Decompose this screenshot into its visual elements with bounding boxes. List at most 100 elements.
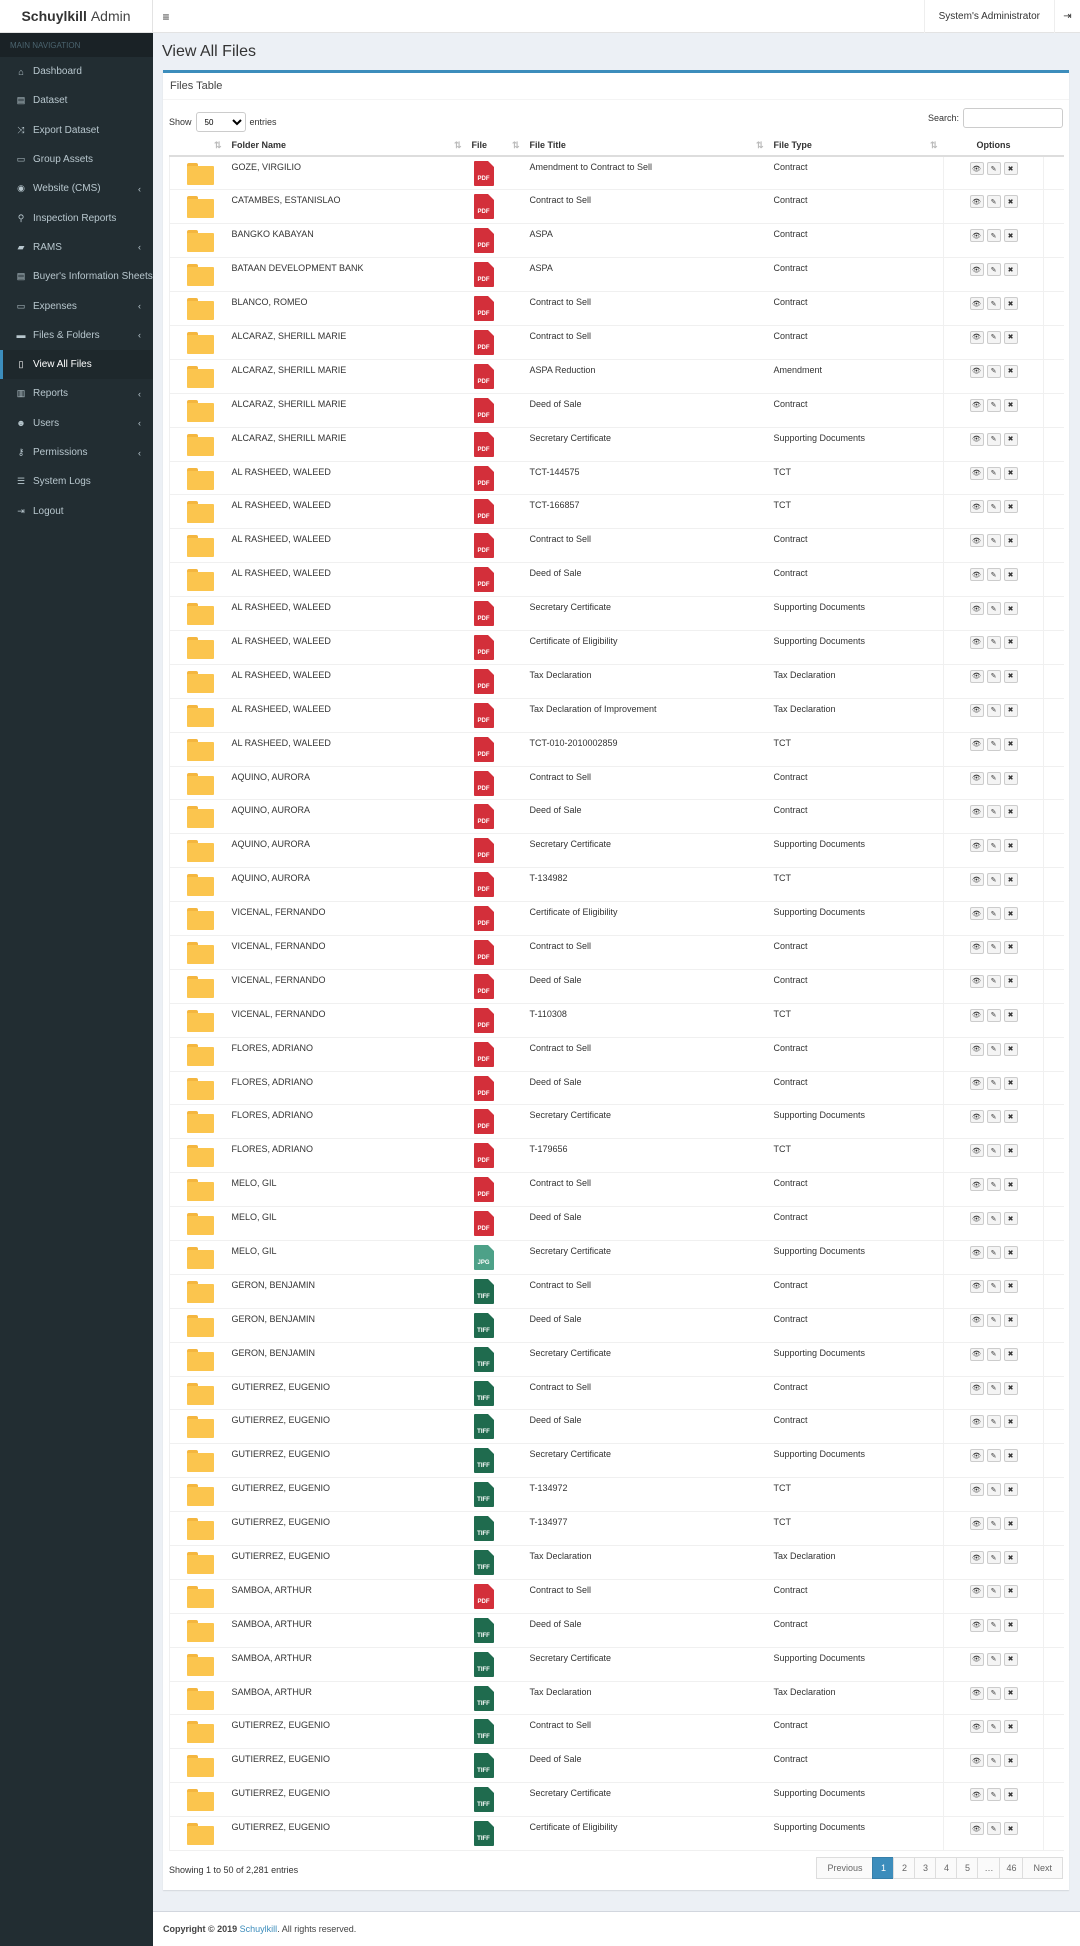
edit-button[interactable]: ✎ (986, 1618, 1001, 1632)
pdf-file-icon[interactable]: PDF (473, 499, 494, 525)
next-page-button[interactable]: Next (1022, 1857, 1063, 1879)
edit-button[interactable]: ✎ (986, 1042, 1001, 1056)
view-button[interactable]: 👁 (969, 1517, 984, 1531)
pdf-file-icon[interactable]: PDF (473, 939, 494, 965)
view-button[interactable]: 👁 (969, 669, 984, 683)
sidebar-item-rams[interactable]: ▰ RAMS ‹ (0, 233, 153, 262)
search-input[interactable] (963, 108, 1063, 128)
user-menu[interactable]: System's Administrator (923, 0, 1054, 33)
folder-icon[interactable] (187, 1585, 214, 1608)
pdf-file-icon[interactable]: PDF (473, 736, 494, 762)
folder-icon[interactable] (187, 1653, 214, 1676)
folder-icon[interactable] (187, 1145, 214, 1168)
delete-button[interactable]: ✖ (1003, 534, 1018, 548)
sidebar-item-logout[interactable]: ⇥ Logout (0, 496, 153, 525)
edit-button[interactable]: ✎ (986, 297, 1001, 311)
edit-button[interactable]: ✎ (986, 534, 1001, 548)
folder-icon[interactable] (187, 772, 214, 795)
edit-button[interactable]: ✎ (986, 1246, 1001, 1259)
pdf-file-icon[interactable]: PDF (473, 973, 494, 999)
delete-button[interactable]: ✖ (1003, 195, 1018, 209)
pdf-file-icon[interactable]: PDF (473, 194, 494, 220)
delete-button[interactable]: ✖ (1003, 1313, 1018, 1327)
view-button[interactable]: 👁 (969, 1652, 984, 1666)
edit-button[interactable]: ✎ (986, 940, 1001, 954)
view-button[interactable]: 👁 (969, 1618, 984, 1632)
delete-button[interactable]: ✖ (1003, 839, 1018, 853)
pdf-file-icon[interactable]: PDF (473, 363, 494, 389)
folder-icon[interactable] (187, 467, 214, 490)
edit-button[interactable]: ✎ (986, 1008, 1001, 1022)
sidebar-item-buyer-s-information-sheets[interactable]: ▤ Buyer's Information Sheets (0, 262, 153, 291)
pdf-file-icon[interactable]: PDF (473, 1177, 494, 1203)
folder-icon[interactable] (187, 1484, 214, 1507)
folder-icon[interactable] (187, 1755, 214, 1778)
folder-icon[interactable] (187, 163, 214, 185)
header-folder-name[interactable]: Folder Name ⇅ (227, 135, 468, 157)
pdf-file-icon[interactable]: PDF (473, 431, 494, 457)
folder-icon[interactable] (187, 196, 214, 219)
tiff-file-icon[interactable]: TIFF (473, 1787, 494, 1813)
delete-button[interactable]: ✖ (1003, 1042, 1018, 1056)
edit-button[interactable]: ✎ (986, 1449, 1001, 1463)
sidebar-item-reports[interactable]: ▥ Reports ‹ (0, 379, 153, 408)
pdf-file-icon[interactable]: PDF (473, 1211, 494, 1237)
tiff-file-icon[interactable]: TIFF (473, 1380, 494, 1406)
folder-icon[interactable] (187, 399, 214, 422)
delete-button[interactable]: ✖ (1003, 940, 1018, 954)
view-button[interactable]: 👁 (969, 1076, 984, 1090)
sidebar-item-files-folders[interactable]: ▬ Files & Folders ‹ (0, 321, 153, 350)
view-button[interactable]: 👁 (969, 805, 984, 819)
view-button[interactable]: 👁 (969, 1584, 984, 1598)
edit-button[interactable]: ✎ (986, 771, 1001, 785)
view-button[interactable]: 👁 (969, 330, 984, 344)
previous-page-button[interactable]: Previous (816, 1857, 874, 1879)
edit-button[interactable]: ✎ (986, 1178, 1001, 1192)
delete-button[interactable]: ✖ (1003, 1110, 1018, 1124)
edit-button[interactable]: ✎ (986, 466, 1001, 480)
pdf-file-icon[interactable]: PDF (473, 1075, 494, 1101)
delete-button[interactable]: ✖ (1003, 1415, 1018, 1429)
edit-button[interactable]: ✎ (986, 974, 1001, 988)
folder-icon[interactable] (187, 1213, 214, 1236)
delete-button[interactable]: ✖ (1003, 568, 1018, 582)
edit-button[interactable]: ✎ (986, 1381, 1001, 1395)
edit-button[interactable]: ✎ (986, 398, 1001, 412)
delete-button[interactable]: ✖ (1003, 432, 1018, 446)
delete-button[interactable]: ✖ (1003, 1449, 1018, 1463)
delete-button[interactable]: ✖ (1003, 1279, 1018, 1293)
view-button[interactable]: 👁 (969, 1754, 984, 1768)
view-button[interactable]: 👁 (969, 398, 984, 412)
folder-icon[interactable] (187, 1314, 214, 1337)
view-button[interactable]: 👁 (969, 1720, 984, 1734)
folder-icon[interactable] (187, 501, 214, 524)
delete-button[interactable]: ✖ (1003, 398, 1018, 412)
folder-icon[interactable] (187, 1077, 214, 1100)
folder-icon[interactable] (187, 738, 214, 761)
folder-icon[interactable] (187, 433, 214, 456)
folder-icon[interactable] (187, 331, 214, 354)
edit-button[interactable]: ✎ (986, 1110, 1001, 1124)
folder-icon[interactable] (187, 908, 214, 931)
pdf-file-icon[interactable]: PDF (473, 1109, 494, 1135)
tiff-file-icon[interactable]: TIFF (473, 1278, 494, 1304)
folder-icon[interactable] (187, 365, 214, 388)
pdf-file-icon[interactable]: PDF (473, 838, 494, 864)
sidebar-item-permissions[interactable]: ⚷ Permissions ‹ (0, 438, 153, 467)
edit-button[interactable]: ✎ (986, 500, 1001, 514)
pdf-file-icon[interactable]: PDF (473, 161, 494, 186)
folder-icon[interactable] (187, 1111, 214, 1134)
header-file-type[interactable]: File Type ⇅ (769, 135, 944, 157)
folder-icon[interactable] (187, 1247, 214, 1269)
delete-button[interactable]: ✖ (1003, 1652, 1018, 1666)
edit-button[interactable]: ✎ (986, 839, 1001, 853)
pdf-file-icon[interactable]: PDF (473, 567, 494, 593)
pdf-file-icon[interactable]: PDF (473, 1041, 494, 1067)
delete-button[interactable]: ✖ (1003, 737, 1018, 751)
view-button[interactable]: 👁 (969, 703, 984, 717)
sidebar-item-website-cms[interactable]: ◉ Website (CMS) ‹ (0, 174, 153, 203)
delete-button[interactable]: ✖ (1003, 635, 1018, 649)
view-button[interactable]: 👁 (969, 839, 984, 853)
edit-button[interactable]: ✎ (986, 602, 1001, 616)
edit-button[interactable]: ✎ (986, 805, 1001, 819)
